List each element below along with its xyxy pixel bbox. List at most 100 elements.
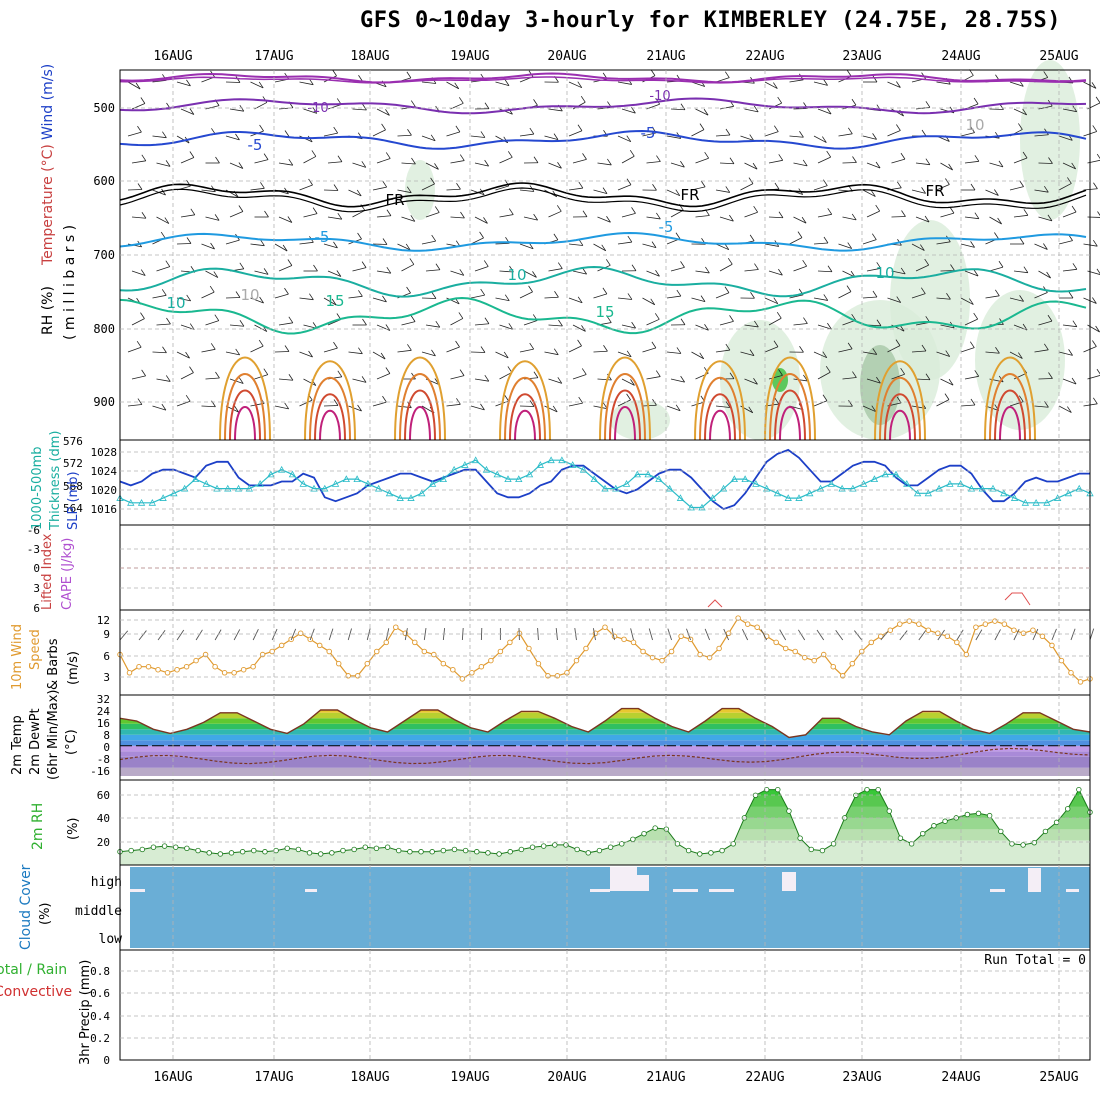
wind-barb (156, 378, 171, 382)
wind-barb (655, 370, 661, 377)
wind-barb (924, 258, 930, 266)
wind-barb (764, 297, 778, 305)
wind-barb (1038, 270, 1051, 279)
wind-barb (372, 186, 387, 191)
wind-barb (523, 320, 538, 326)
wind-barb (554, 291, 559, 298)
wind-speed-point (916, 621, 922, 627)
wind-barb (278, 322, 293, 326)
wind-barb (458, 97, 464, 104)
wind-barb-10m (854, 630, 863, 641)
wind-barb (238, 205, 244, 212)
wind-barb (817, 371, 831, 380)
wind-barb (925, 373, 931, 380)
wind-barb (263, 368, 269, 375)
wind-barb (597, 162, 612, 166)
thickness-marker (288, 470, 297, 478)
wind-barb (842, 216, 857, 221)
wind-barb (352, 162, 366, 168)
wind-speed-point (935, 630, 941, 637)
wind-barb (704, 324, 709, 331)
thickness-marker (321, 484, 329, 492)
temp-contour-warm-loop (879, 377, 921, 441)
wind-barb (504, 394, 509, 402)
rh-point (897, 835, 904, 841)
wind-barb (847, 242, 853, 249)
temp-contour-freezing (119, 187, 1087, 213)
wind-barb (425, 324, 440, 328)
thickness-marker (956, 480, 965, 487)
rh-shade (890, 220, 970, 380)
wind-barb (1048, 157, 1053, 164)
wind-barb (434, 163, 439, 170)
wind-barb (764, 131, 779, 137)
wind-barb (409, 258, 415, 265)
wind-barb (871, 190, 876, 197)
wind-barb (817, 156, 831, 164)
wind-barb (896, 124, 901, 131)
wind-barb (964, 318, 978, 326)
wind-barb-10m (899, 630, 908, 641)
wind-barb (822, 351, 828, 358)
wind-barb (480, 131, 486, 138)
wind-barb (180, 108, 195, 115)
wind-barb (189, 108, 195, 115)
rh-point (462, 847, 469, 854)
wind-barb (382, 180, 388, 188)
wind-barb (945, 350, 951, 357)
thickness-marker (213, 484, 221, 492)
temp-contour-warm-loop (709, 409, 731, 441)
wind-barb (1046, 271, 1051, 279)
wind-barb (778, 211, 784, 218)
wind-barb (715, 405, 730, 408)
wind-speed-point (602, 624, 608, 630)
ylabel-barbs: & Barbs (46, 638, 61, 690)
wind-barb (989, 162, 1004, 168)
wind-barb-10m (461, 627, 464, 641)
wind-barb (327, 270, 342, 277)
wind-barb (1087, 270, 1100, 276)
pressure-level-tick: 900 (93, 395, 115, 409)
wind-barb (715, 243, 729, 251)
contour-label: -5 (248, 136, 263, 154)
wind-barb (719, 263, 733, 272)
wind-barb (729, 157, 735, 164)
wind-barb (921, 344, 927, 352)
wind-barb (936, 241, 951, 245)
thickness-marker (719, 484, 728, 492)
wind-speed-point (1049, 642, 1055, 649)
wind-barb (201, 291, 215, 299)
wind-barb (421, 135, 436, 142)
wind-barb (381, 123, 386, 131)
wind-barb (719, 162, 735, 165)
wind-barb (960, 243, 975, 248)
thickness-marker (256, 480, 264, 487)
wind-barb (425, 162, 439, 170)
rh-point (797, 835, 803, 841)
wind-barb (627, 293, 633, 300)
wind-speed-point (1039, 633, 1046, 640)
temp-contour-warm-loop (769, 373, 811, 441)
wind-barb (225, 239, 240, 245)
wind-barb (970, 398, 976, 406)
wind-barb (238, 377, 244, 384)
wind-barb (776, 311, 782, 319)
wind-barb (852, 371, 857, 378)
wind-barb (626, 135, 632, 142)
wind-barb (817, 213, 832, 218)
rh-point (485, 850, 491, 856)
wind-barb (397, 349, 412, 353)
rh-point (373, 845, 380, 852)
wind-barb-10m (423, 628, 427, 641)
wind-barb (901, 210, 906, 217)
run-total-label: Run Total = 0 (984, 953, 1086, 968)
wind-barb (459, 269, 465, 276)
temp-contour-warm-loop (514, 409, 536, 441)
date-label-bottom: 22AUG (745, 1070, 784, 1085)
wind-speed-point (992, 618, 998, 624)
wind-barb (650, 69, 656, 76)
wind-barb (299, 297, 314, 301)
wind-barb (189, 323, 195, 330)
wind-barb (740, 351, 755, 357)
wind-barb (362, 318, 367, 326)
